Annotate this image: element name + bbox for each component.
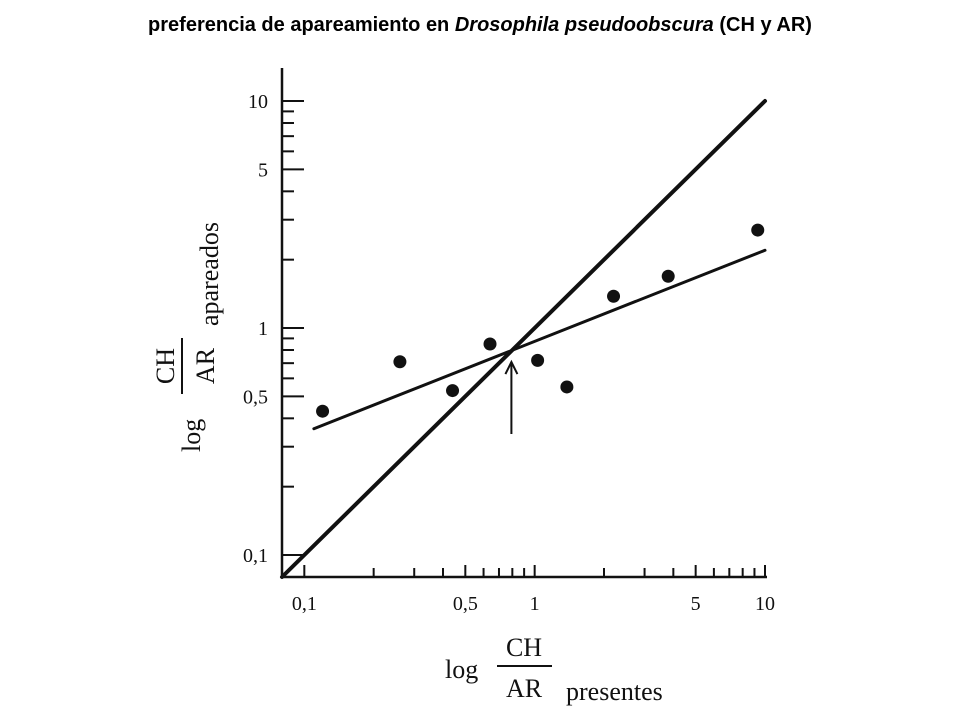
y-axis-label-numerator: CH <box>151 348 180 384</box>
chart-lines <box>280 99 767 579</box>
x-tick-label: 0,1 <box>292 593 317 615</box>
data-point <box>531 353 545 367</box>
data-point <box>316 404 330 418</box>
data-point <box>661 269 675 283</box>
x-axis-label-numerator: CH <box>506 633 542 662</box>
arrow-head <box>504 359 519 375</box>
chart-annotation <box>504 359 519 435</box>
y-tick-label: 0,1 <box>243 545 268 567</box>
y-axis-label: log CH AR apareados <box>151 222 224 452</box>
data-point <box>483 337 497 351</box>
page-title: preferencia de apareamiento en Drosophil… <box>148 14 812 36</box>
x-tick-label: 5 <box>691 593 701 615</box>
y-axis-label-suffix: apareados <box>195 222 224 326</box>
y-tick-label: 1 <box>258 318 268 340</box>
x-axis-label-denominator: AR <box>506 674 543 703</box>
data-point <box>607 289 621 303</box>
chart-axis-labels: log CH AR presentes log CH AR apareados <box>151 222 663 706</box>
y-tick-label: 0,5 <box>243 386 268 408</box>
diagonal-reference-line <box>280 99 767 579</box>
chart-ticks: 0,1 0,5 1 5 10 0,1 0,5 1 5 10 <box>243 91 775 615</box>
data-point <box>751 223 765 237</box>
y-tick-label: 5 <box>258 159 268 181</box>
chart-points <box>316 223 765 418</box>
chart-axes <box>280 68 767 579</box>
y-tick-label: 10 <box>248 91 268 113</box>
x-axis-label-prefix: log <box>445 655 478 684</box>
data-point <box>393 355 407 369</box>
x-axis-label-suffix: presentes <box>566 677 663 706</box>
x-tick-label: 1 <box>530 593 540 615</box>
y-axis-label-prefix: log <box>177 419 206 452</box>
data-point <box>446 384 460 398</box>
x-tick-label: 0,5 <box>453 593 478 615</box>
data-point <box>560 380 574 394</box>
x-tick-label: 10 <box>755 593 775 615</box>
regression-line <box>312 248 767 431</box>
species-name: Drosophila pseudoobscura <box>454 14 714 36</box>
y-axis-label-denominator: AR <box>191 347 220 384</box>
